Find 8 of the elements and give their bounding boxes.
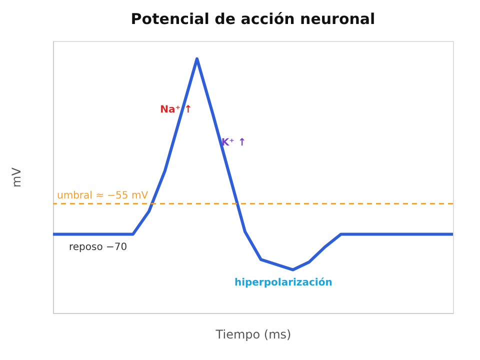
chart-title: Potencial de acción neuronal (130, 10, 376, 28)
annotation: Na⁺ ↑ (160, 104, 192, 116)
ref-line-label: umbral ≈ −55 mV (57, 190, 148, 202)
x-axis-title: Tiempo (ms) (214, 328, 292, 342)
y-axis-title: mV (10, 166, 24, 188)
annotation: hiperpolarización (234, 277, 332, 288)
annotation: reposo −70 (69, 242, 128, 253)
annotation: K⁺ ↑ (221, 138, 246, 149)
